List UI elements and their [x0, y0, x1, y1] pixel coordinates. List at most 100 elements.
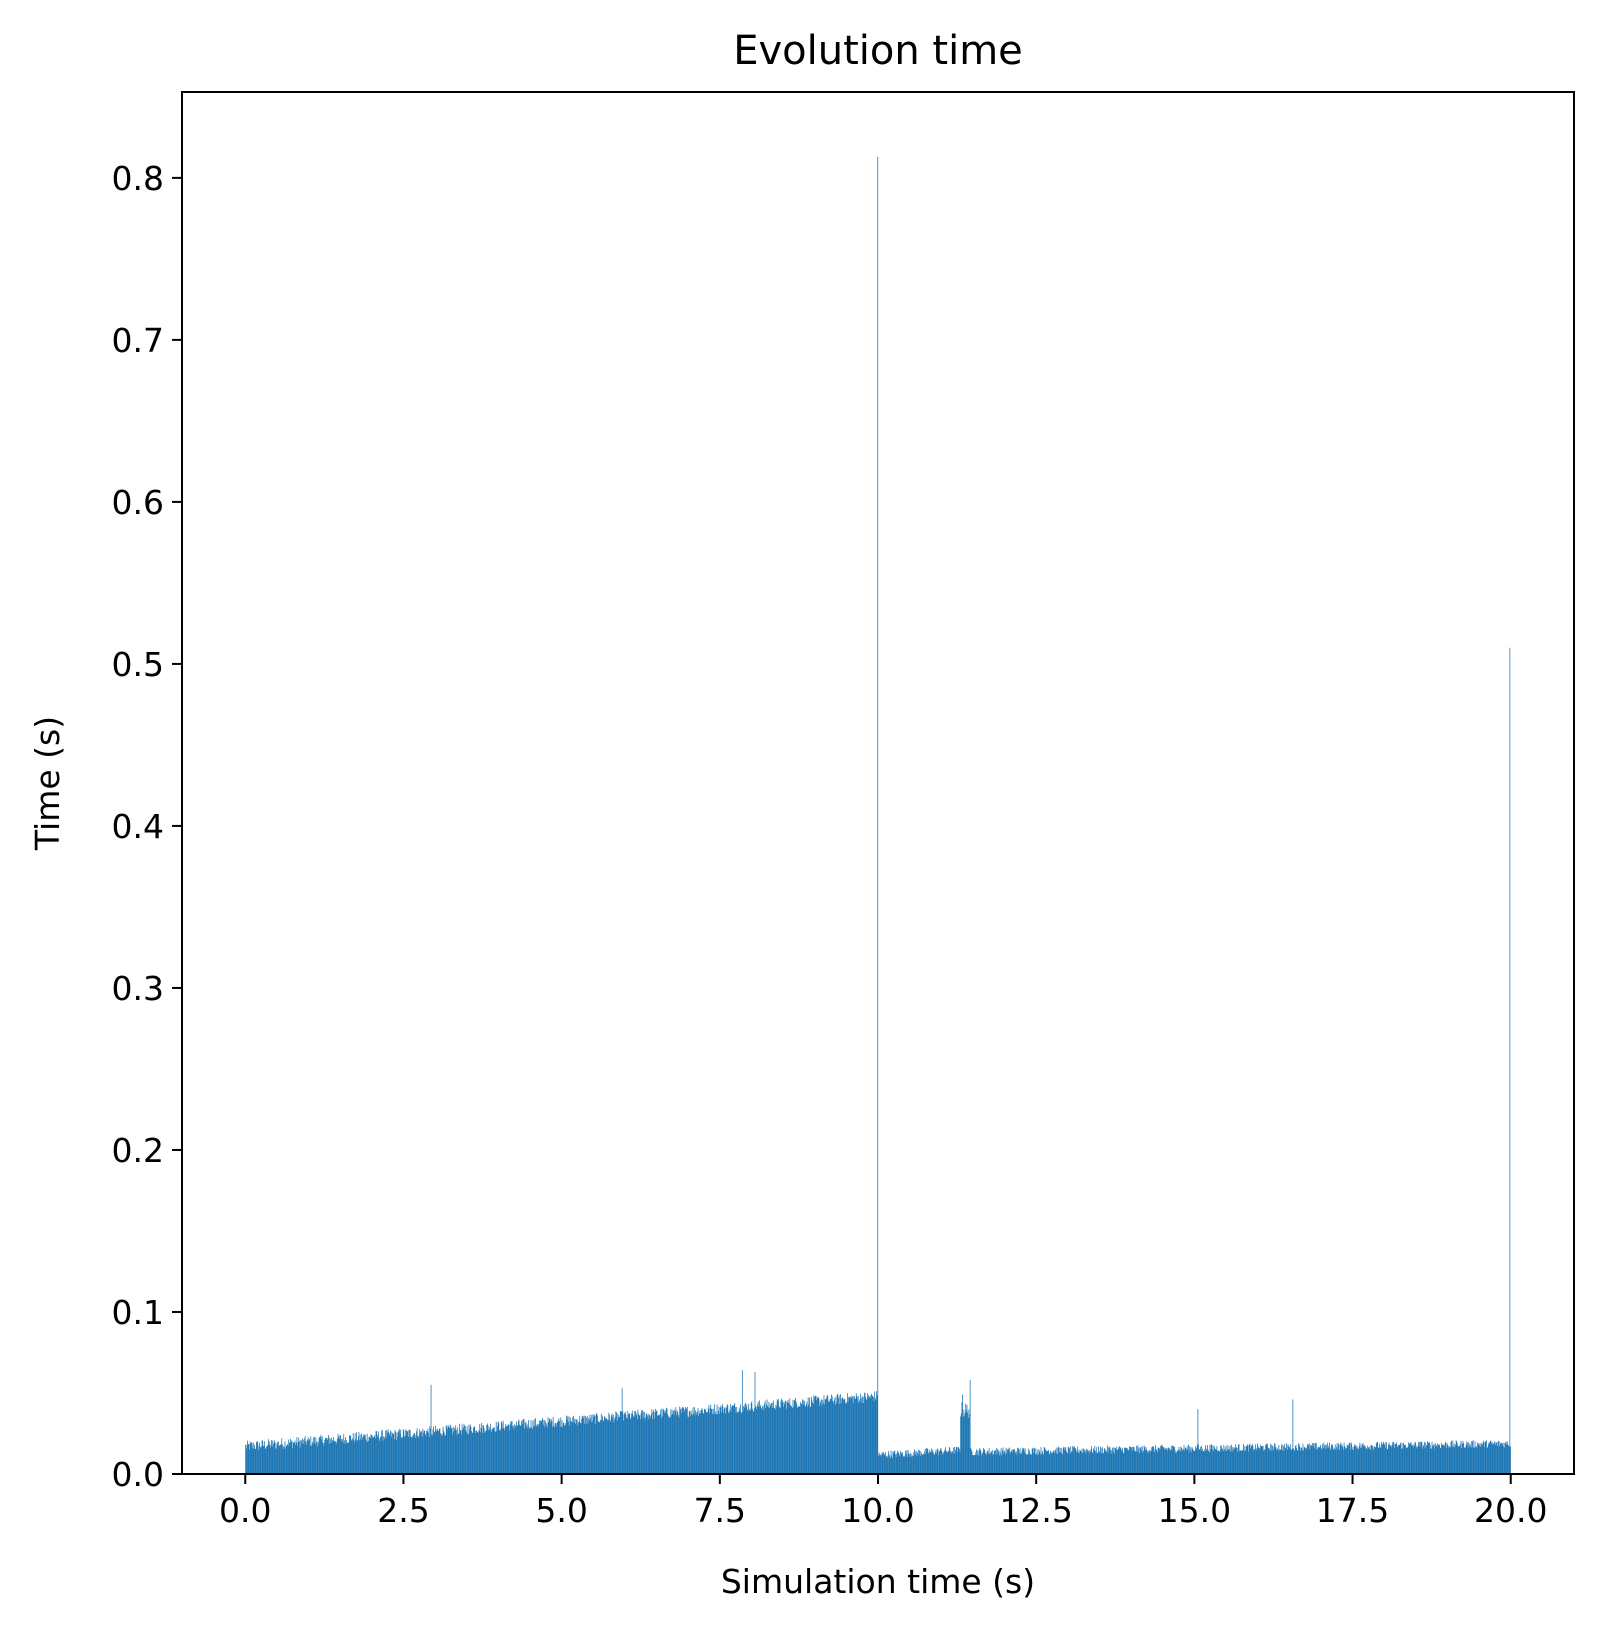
histogram-bar — [1500, 1443, 1502, 1474]
histogram-bar — [292, 1442, 294, 1474]
histogram-bar — [1143, 1450, 1144, 1474]
histogram-bar — [331, 1437, 333, 1474]
histogram-bar — [1144, 1447, 1146, 1474]
histogram-bar — [1277, 1450, 1279, 1474]
histogram-bar — [524, 1428, 526, 1474]
histogram-bar — [1437, 1443, 1439, 1474]
histogram-bar — [1504, 1447, 1506, 1474]
histogram-bar — [533, 1418, 535, 1474]
histogram-bar — [719, 1407, 721, 1474]
histogram-bar — [1449, 1445, 1451, 1474]
histogram-bar — [356, 1440, 358, 1474]
histogram-bar — [1099, 1450, 1101, 1474]
histogram-bar — [784, 1400, 786, 1474]
histogram-bar — [1365, 1448, 1367, 1474]
histogram-bar — [292, 1448, 293, 1474]
histogram-bar — [977, 1455, 979, 1474]
histogram-bar — [1155, 1445, 1156, 1474]
histogram-bar — [1122, 1453, 1124, 1474]
histogram-bar — [498, 1422, 500, 1474]
histogram-bar — [623, 1414, 625, 1474]
histogram-bar — [485, 1430, 487, 1474]
histogram-bar — [548, 1422, 550, 1474]
histogram-bar — [803, 1400, 805, 1474]
histogram-bar — [731, 1405, 733, 1474]
histogram-bar — [1265, 1443, 1267, 1474]
histogram-bar — [969, 1380, 971, 1474]
histogram-bar — [502, 1420, 504, 1474]
histogram-bar — [1447, 1445, 1449, 1474]
histogram-bar — [1167, 1448, 1169, 1474]
histogram-bar — [359, 1440, 360, 1474]
histogram-bar — [402, 1429, 404, 1474]
histogram-bar — [1003, 1453, 1005, 1474]
histogram-bar — [337, 1433, 339, 1474]
histogram-bar — [912, 1455, 914, 1474]
histogram-bar — [378, 1438, 380, 1474]
histogram-bar — [525, 1421, 527, 1474]
histogram-bar — [1234, 1444, 1236, 1474]
histogram-bar — [1474, 1441, 1476, 1474]
histogram-bar — [909, 1457, 911, 1474]
histogram-bar — [1344, 1446, 1346, 1474]
histogram-bar — [1000, 1453, 1001, 1474]
chart-title: Evolution time — [733, 28, 1023, 74]
histogram-bar — [1273, 1446, 1275, 1474]
histogram-bar — [712, 1409, 714, 1474]
histogram-bar — [840, 1403, 842, 1474]
histogram-bar — [454, 1427, 455, 1474]
histogram-bar — [936, 1453, 937, 1474]
histogram-bar — [1297, 1450, 1299, 1474]
histogram-bar — [1060, 1448, 1062, 1474]
histogram-bar — [1195, 1446, 1196, 1474]
histogram-bar — [1473, 1447, 1475, 1474]
histogram-bar — [1396, 1442, 1397, 1474]
histogram-bar — [1201, 1445, 1203, 1474]
histogram-bar — [1083, 1451, 1085, 1474]
histogram-bar — [1299, 1446, 1301, 1474]
histogram-bar — [1123, 1452, 1125, 1474]
histogram-bar — [337, 1438, 338, 1474]
histogram-bar — [1190, 1447, 1192, 1474]
histogram-bar — [910, 1456, 912, 1474]
histogram-bar — [445, 1435, 446, 1474]
histogram-bar — [319, 1437, 321, 1474]
histogram-bar — [1151, 1447, 1153, 1474]
histogram-bar — [1112, 1447, 1113, 1474]
histogram-bar — [692, 1407, 694, 1474]
histogram-bar — [581, 1418, 583, 1474]
histogram-bar — [960, 1413, 962, 1474]
histogram-bar — [1408, 1442, 1410, 1474]
histogram-bar — [302, 1439, 304, 1474]
histogram-bar — [1345, 1449, 1347, 1474]
histogram-bar — [1225, 1446, 1227, 1474]
y-tick-label: 0.0 — [112, 1455, 164, 1494]
histogram-bar — [300, 1440, 302, 1474]
histogram-bar — [628, 1413, 630, 1474]
histogram-bar — [1439, 1447, 1441, 1474]
histogram-bar — [538, 1420, 540, 1474]
histogram-bar — [915, 1454, 917, 1474]
histogram-bar — [1307, 1444, 1309, 1474]
histogram-bar — [1163, 1447, 1165, 1474]
histogram-bar — [870, 1395, 872, 1474]
histogram-bar — [372, 1438, 374, 1474]
histogram-bar — [274, 1441, 276, 1474]
histogram-bar — [979, 1449, 981, 1474]
histogram-bar — [813, 1395, 815, 1474]
histogram-bar — [499, 1429, 500, 1474]
histogram-bar — [447, 1424, 449, 1474]
histogram-bar — [1150, 1450, 1151, 1474]
histogram-bar — [1020, 1453, 1022, 1474]
histogram-bar — [992, 1454, 994, 1474]
histogram-bar — [443, 1430, 445, 1474]
histogram-bar — [323, 1445, 324, 1474]
histogram-bar — [1243, 1443, 1244, 1474]
histogram-bar — [997, 1452, 999, 1474]
histogram-bar — [1121, 1449, 1123, 1474]
histogram-bar — [456, 1434, 458, 1474]
histogram-bar — [696, 1414, 698, 1474]
histogram-bar — [694, 1415, 696, 1474]
histogram-bar — [989, 1454, 991, 1474]
histogram-bar — [676, 1415, 677, 1474]
